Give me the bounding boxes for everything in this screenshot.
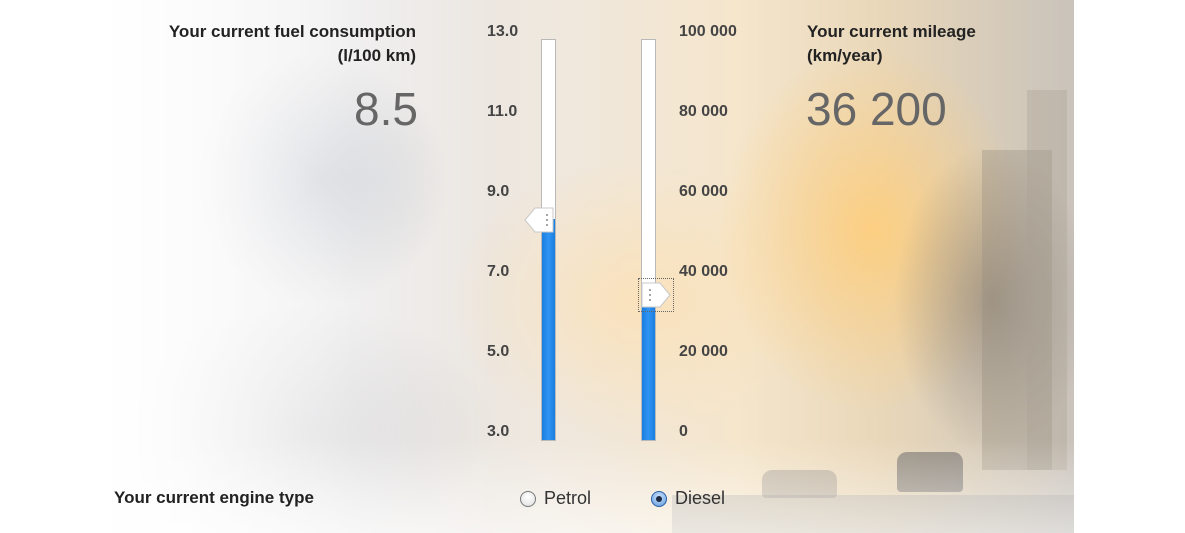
fuel-tick-label: 13.0 xyxy=(487,23,519,40)
radio-button-icon[interactable] xyxy=(520,490,536,507)
fuel-tick-label: 3.0 xyxy=(487,423,510,440)
fuel-consumption-label: Your current fuel consumption (l/100 km) xyxy=(114,20,416,68)
background-fade xyxy=(112,440,1074,533)
engine-option-petrol[interactable]: Petrol xyxy=(520,488,591,509)
engine-type-label: Your current engine type xyxy=(114,488,314,507)
mileage-slider-fill xyxy=(642,294,655,440)
mileage-tick-label: 20 000 xyxy=(679,343,728,360)
mileage-tick-label: 40 000 xyxy=(679,263,728,280)
mileage-label: Your current mileage (km/year) xyxy=(807,20,1067,68)
background-photo xyxy=(112,0,1074,533)
engine-option-diesel[interactable]: Diesel xyxy=(651,488,725,509)
background-building xyxy=(1027,90,1067,470)
fuel-tick-label: 11.0 xyxy=(487,103,518,120)
fuel-consumption-slider-track[interactable] xyxy=(541,39,556,441)
fuel-consumption-value: 8.5 xyxy=(354,83,418,135)
mileage-value: 36 200 xyxy=(806,83,947,135)
mileage-tick-label: 80 000 xyxy=(679,103,728,120)
radio-button-icon[interactable] xyxy=(651,490,667,507)
fuel-consumption-slider-handle[interactable] xyxy=(524,206,554,234)
fuel-tick-label: 9.0 xyxy=(487,183,510,200)
fuel-consumption-label-line1: Your current fuel consumption xyxy=(168,22,416,41)
mileage-slider-handle[interactable] xyxy=(638,278,674,313)
engine-option-label: Diesel xyxy=(675,488,726,508)
mileage-slider-track[interactable] xyxy=(641,39,656,441)
mileage-tick-label: 60 000 xyxy=(679,183,728,200)
background-building xyxy=(982,150,1052,470)
slider-handle-arrow-icon xyxy=(641,282,671,308)
radio-selected-dot xyxy=(656,495,662,502)
mileage-unit: (km/year) xyxy=(807,46,883,65)
slider-handle-arrow-icon xyxy=(524,207,554,233)
fuel-consumption-slider-fill xyxy=(542,218,555,440)
fuel-consumption-unit: (l/100 km) xyxy=(337,46,416,65)
mileage-tick-label: 100 000 xyxy=(679,23,737,40)
mileage-tick-label: 0 xyxy=(679,423,688,440)
fuel-tick-label: 7.0 xyxy=(487,263,510,280)
engine-option-label: Petrol xyxy=(544,488,592,508)
mileage-label-line1: Your current mileage xyxy=(807,22,976,41)
fuel-tick-label: 5.0 xyxy=(487,343,510,360)
